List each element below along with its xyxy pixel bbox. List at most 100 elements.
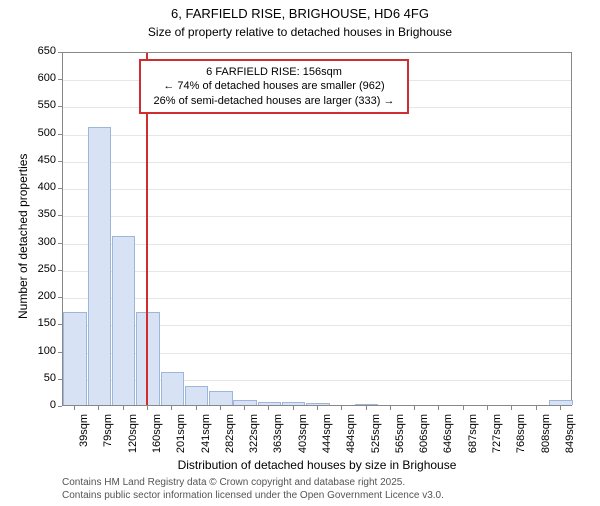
- x-tick: 727sqm: [491, 414, 503, 462]
- x-tick: 201sqm: [175, 414, 187, 462]
- annotation-line: 6 FARFIELD RISE: 156sqm: [147, 65, 401, 79]
- grid-line: [63, 271, 571, 272]
- y-tick-mark: [58, 215, 62, 216]
- y-tick: 50: [28, 372, 56, 384]
- y-tick-mark: [58, 161, 62, 162]
- histogram-bar: [233, 400, 256, 405]
- grid-line: [63, 244, 571, 245]
- x-tick-mark: [196, 406, 197, 410]
- x-tick: 282sqm: [224, 414, 236, 462]
- x-tick: 646sqm: [442, 414, 454, 462]
- x-tick: 322sqm: [248, 414, 260, 462]
- y-tick-mark: [58, 379, 62, 380]
- histogram-bar: [88, 127, 111, 405]
- x-tick: 39sqm: [78, 414, 90, 462]
- y-tick: 400: [28, 181, 56, 193]
- x-tick-mark: [366, 406, 367, 410]
- x-tick-mark: [560, 406, 561, 410]
- grid-line: [63, 162, 571, 163]
- y-tick: 500: [28, 127, 56, 139]
- x-tick: 606sqm: [418, 414, 430, 462]
- x-tick: 484sqm: [345, 414, 357, 462]
- x-tick-mark: [438, 406, 439, 410]
- x-tick: 687sqm: [467, 414, 479, 462]
- y-tick: 450: [28, 154, 56, 166]
- y-tick: 150: [28, 317, 56, 329]
- x-tick-mark: [511, 406, 512, 410]
- footer-line: Contains HM Land Registry data © Crown c…: [62, 476, 444, 489]
- y-tick: 600: [28, 72, 56, 84]
- histogram-bar: [258, 402, 281, 405]
- x-tick: 849sqm: [564, 414, 576, 462]
- x-tick-mark: [123, 406, 124, 410]
- x-tick-mark: [317, 406, 318, 410]
- y-tick-mark: [58, 270, 62, 271]
- x-tick: 525sqm: [370, 414, 382, 462]
- grid-line: [63, 135, 571, 136]
- annotation-callout: 6 FARFIELD RISE: 156sqm← 74% of detached…: [139, 59, 409, 114]
- x-tick-mark: [268, 406, 269, 410]
- chart-plot-area: 6 FARFIELD RISE: 156sqm← 74% of detached…: [62, 52, 572, 406]
- x-tick-mark: [390, 406, 391, 410]
- x-tick-mark: [74, 406, 75, 410]
- annotation-line: ← 74% of detached houses are smaller (96…: [147, 79, 401, 93]
- x-tick-mark: [536, 406, 537, 410]
- grid-line: [63, 216, 571, 217]
- y-tick-mark: [58, 52, 62, 53]
- x-tick-mark: [341, 406, 342, 410]
- y-tick-mark: [58, 79, 62, 80]
- histogram-bar: [136, 312, 159, 405]
- x-tick: 444sqm: [321, 414, 333, 462]
- y-tick: 200: [28, 290, 56, 302]
- histogram-bar: [306, 403, 329, 405]
- x-tick-mark: [414, 406, 415, 410]
- x-tick-mark: [487, 406, 488, 410]
- x-tick-mark: [293, 406, 294, 410]
- y-tick: 650: [28, 45, 56, 57]
- x-tick-mark: [98, 406, 99, 410]
- y-tick-mark: [58, 297, 62, 298]
- y-tick-mark: [58, 352, 62, 353]
- annotation-line: 26% of semi-detached houses are larger (…: [147, 94, 401, 108]
- x-tick: 79sqm: [102, 414, 114, 462]
- x-tick: 241sqm: [200, 414, 212, 462]
- y-tick: 250: [28, 263, 56, 275]
- footer-line: Contains public sector information licen…: [62, 489, 444, 502]
- x-tick: 565sqm: [394, 414, 406, 462]
- y-tick: 300: [28, 236, 56, 248]
- x-tick-mark: [147, 406, 148, 410]
- y-tick: 550: [28, 99, 56, 111]
- x-tick: 120sqm: [127, 414, 139, 462]
- y-tick-mark: [58, 188, 62, 189]
- chart-title: 6, FARFIELD RISE, BRIGHOUSE, HD6 4FG: [0, 6, 600, 23]
- histogram-bar: [63, 312, 86, 405]
- histogram-bar: [282, 402, 305, 405]
- x-tick: 160sqm: [151, 414, 163, 462]
- histogram-bar: [112, 236, 135, 405]
- x-tick-mark: [244, 406, 245, 410]
- y-tick: 0: [28, 399, 56, 411]
- x-tick-mark: [171, 406, 172, 410]
- x-tick: 768sqm: [515, 414, 527, 462]
- x-tick: 403sqm: [297, 414, 309, 462]
- chart-subtitle: Size of property relative to detached ho…: [0, 25, 600, 39]
- x-tick-mark: [220, 406, 221, 410]
- histogram-bar: [355, 404, 378, 405]
- x-tick-mark: [463, 406, 464, 410]
- y-tick-mark: [58, 106, 62, 107]
- y-tick-mark: [58, 324, 62, 325]
- y-tick-mark: [58, 134, 62, 135]
- y-tick: 350: [28, 208, 56, 220]
- histogram-bar: [549, 400, 572, 405]
- y-tick-mark: [58, 243, 62, 244]
- histogram-bar: [185, 386, 208, 405]
- y-tick-mark: [58, 406, 62, 407]
- y-tick: 100: [28, 345, 56, 357]
- histogram-bar: [209, 391, 232, 405]
- x-tick: 808sqm: [540, 414, 552, 462]
- grid-line: [63, 298, 571, 299]
- x-tick: 363sqm: [272, 414, 284, 462]
- footer-attribution: Contains HM Land Registry data © Crown c…: [62, 476, 444, 502]
- histogram-bar: [161, 372, 184, 405]
- grid-line: [63, 189, 571, 190]
